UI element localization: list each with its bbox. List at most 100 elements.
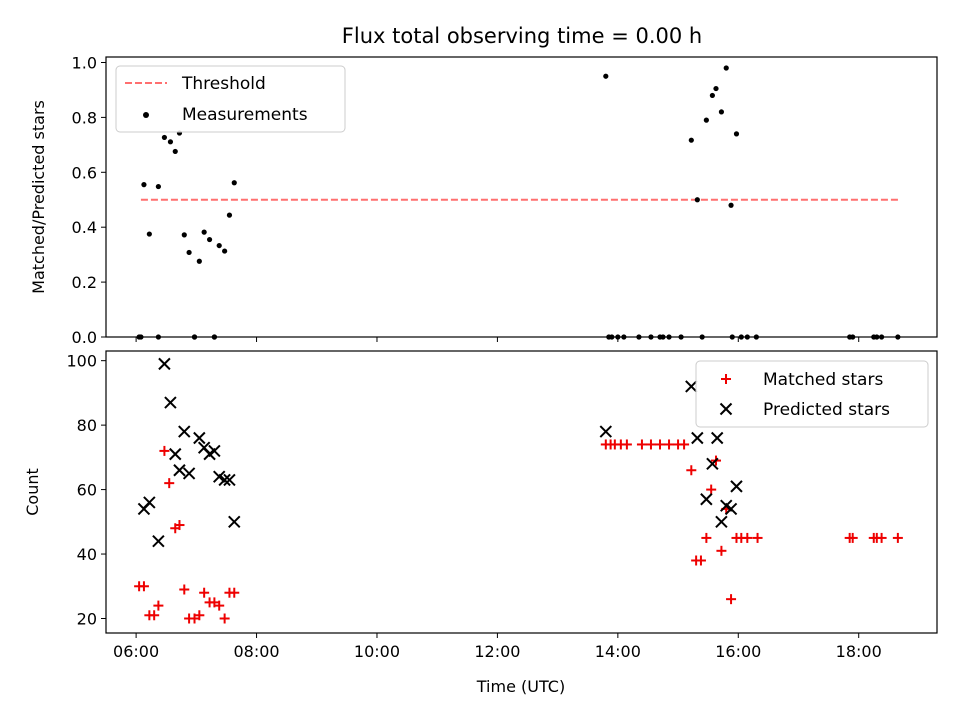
- top-y-tick-label: 0.4: [72, 218, 97, 237]
- legend-matched-label: Matched stars: [763, 370, 883, 390]
- predicted-star-marker: [173, 464, 186, 477]
- predicted-stars-markers: [137, 357, 743, 548]
- bottom-y-tick-label: 100: [66, 352, 97, 371]
- measurement-point: [694, 197, 700, 203]
- matched-star-marker: [752, 532, 763, 543]
- cross-stroke: [143, 496, 156, 509]
- legend-predicted-label: Predicted stars: [763, 400, 890, 420]
- matched-star-marker: [138, 581, 149, 592]
- matched-star-marker: [229, 587, 240, 598]
- measurement-point: [733, 131, 740, 137]
- bottom-x-tick-label: 12:00: [474, 642, 520, 661]
- measurement-point: [155, 183, 161, 190]
- x-axis-label: Time (UTC): [476, 677, 565, 696]
- measurement-point: [186, 249, 192, 256]
- bottom-legend-box: [695, 360, 929, 428]
- measurement-point: [603, 73, 609, 79]
- measurement-point: [206, 236, 213, 243]
- predicted-star-marker: [599, 425, 613, 438]
- bottom-x-tick-label: 18:00: [836, 642, 882, 661]
- cross-stroke: [730, 480, 743, 493]
- matched-star-marker: [876, 532, 887, 543]
- cross-stroke: [218, 473, 231, 487]
- measurement-point: [196, 258, 202, 264]
- cross-stroke: [208, 444, 221, 458]
- cross-stroke: [715, 515, 728, 529]
- cross-stroke: [720, 499, 733, 512]
- matched-star-marker: [655, 439, 665, 450]
- matched-star-marker: [847, 532, 858, 543]
- measurement-point: [709, 92, 715, 99]
- bottom-axes-frame: [105, 350, 938, 634]
- cross-stroke: [213, 470, 226, 483]
- cross-stroke: [700, 493, 713, 506]
- matched-star-marker: [706, 484, 717, 495]
- measurement-point: [141, 182, 147, 188]
- top-y-axis: 0.0 0.2 0.4 0.6 0.8 1.0: [72, 53, 106, 347]
- measurement-point: [161, 134, 168, 141]
- matched-stars-markers: [134, 439, 903, 624]
- matched-star-marker: [726, 594, 737, 605]
- matched-star-marker: [695, 555, 706, 566]
- matched-star-marker: [645, 439, 656, 450]
- matched-star-marker: [164, 478, 175, 489]
- top-legend: Threshold Measurements: [115, 65, 346, 133]
- matched-star-marker: [194, 610, 205, 621]
- cross-stroke: [710, 431, 724, 445]
- predicted-star-marker: [152, 534, 165, 548]
- measurement-point: [216, 242, 222, 249]
- top-legend-box: [115, 65, 346, 133]
- top-axes-frame: [105, 56, 938, 338]
- cross-stroke: [173, 464, 186, 477]
- matched-star-marker: [219, 613, 230, 624]
- predicted-star-marker: [158, 357, 171, 371]
- cross-stroke: [164, 396, 177, 409]
- matched-star-marker: [179, 584, 190, 595]
- cross-stroke: [691, 431, 704, 445]
- matched-star-marker: [621, 439, 632, 450]
- cross-stroke: [706, 457, 719, 471]
- predicted-star-marker: [715, 515, 728, 529]
- top-y-tick-label: 0.2: [72, 273, 97, 292]
- measurement-point: [718, 109, 725, 115]
- predicted-star-marker: [193, 431, 206, 445]
- bottom-y-tick-label: 40: [77, 545, 97, 564]
- matched-star-marker: [199, 587, 210, 598]
- cross-stroke: [158, 357, 171, 371]
- legend-matched-swatch: [721, 374, 731, 384]
- matched-star-marker: [153, 600, 164, 611]
- measurement-point: [703, 117, 709, 123]
- matched-star-marker: [686, 465, 697, 476]
- measurement-point: [713, 85, 719, 92]
- matched-star-marker: [214, 600, 225, 611]
- top-y-tick-label: 0.6: [72, 163, 97, 182]
- cross-stroke: [197, 441, 211, 454]
- matched-star-marker: [149, 610, 160, 621]
- predicted-star-marker: [143, 496, 156, 509]
- measurement-point: [222, 248, 228, 254]
- bottom-x-tick-label: 06:00: [113, 642, 159, 661]
- predicted-star-marker: [710, 431, 724, 445]
- matched-star-marker: [159, 445, 170, 456]
- cross-stroke: [152, 534, 165, 548]
- top-x-axis: [135, 337, 860, 342]
- cross-stroke: [182, 467, 196, 480]
- top-y-axis-label: Matched/Predicted stars: [29, 100, 48, 294]
- predicted-star-marker: [691, 431, 704, 445]
- bottom-x-tick-label: 14:00: [595, 642, 641, 661]
- bottom-y-tick-label: 80: [77, 416, 97, 435]
- cross-stroke: [685, 380, 698, 393]
- measurement-point: [231, 180, 237, 186]
- matched-star-marker: [742, 532, 753, 543]
- bottom-y-axis-label: Count: [23, 468, 42, 516]
- bottom-x-axis: 06:00 08:00 10:00 12:00 14:00 16:00 18:00: [113, 633, 882, 661]
- predicted-star-marker: [685, 380, 698, 393]
- measurement-point: [181, 232, 187, 238]
- bottom-x-tick-label: 16:00: [715, 642, 761, 661]
- legend-threshold-label: Threshold: [181, 74, 266, 94]
- measurement-point: [146, 231, 152, 237]
- measurement-point: [688, 137, 694, 143]
- bottom-x-tick-label: 08:00: [233, 642, 279, 661]
- predicted-star-marker: [228, 515, 241, 529]
- measurement-point: [172, 148, 178, 155]
